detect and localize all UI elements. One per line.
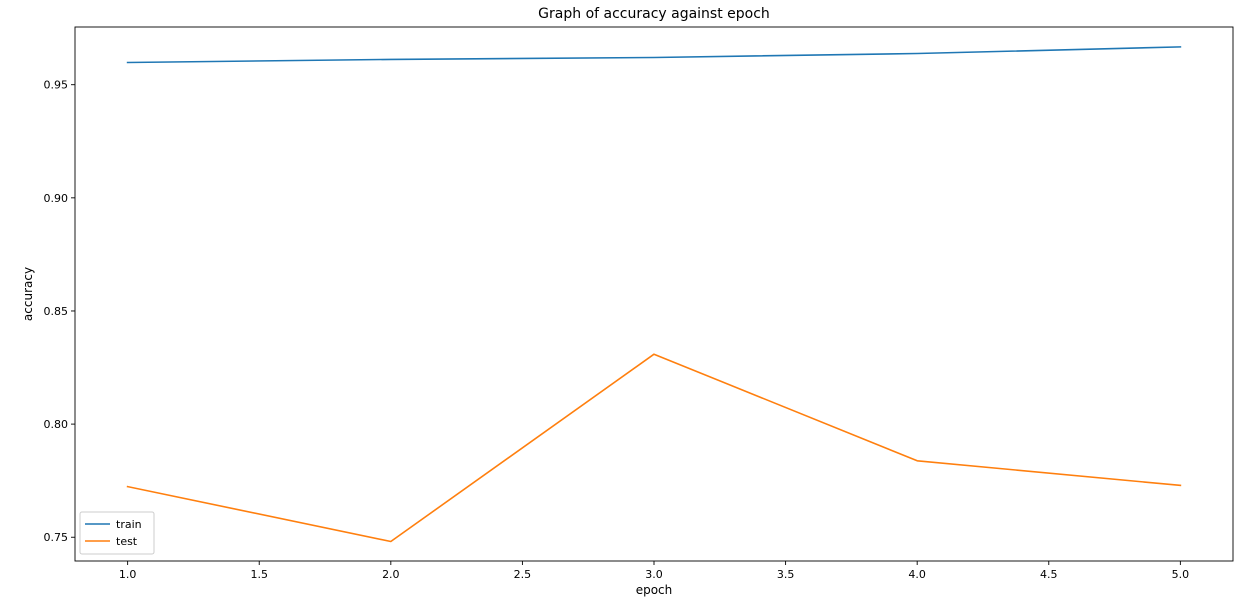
y-tick-label: 0.95 [44,79,69,92]
y-tick-label: 0.80 [44,418,69,431]
series-line-train [126,46,1182,64]
data-point-train-5 [1179,46,1181,48]
y-tick-label: 0.85 [44,305,69,318]
plot-frame [74,26,1234,562]
data-point-train-3 [653,57,655,59]
y-tick-label: 0.75 [44,531,69,544]
data-point-test-2 [390,541,392,543]
x-tick-label: 1.0 [119,568,137,581]
data-point-train-2 [390,58,392,60]
x-tick-label: 1.5 [250,568,268,581]
data-point-test-5 [1179,484,1181,486]
y-tick-label: 0.90 [44,192,69,205]
data-point-train-4 [916,52,918,54]
x-axis-label: epoch [636,583,673,597]
x-tick-label: 5.0 [1172,568,1190,581]
data-point-train-1 [127,62,129,64]
data-point-test-3 [653,353,655,355]
x-tick-label: 3.5 [777,568,795,581]
data-point-test-1 [127,486,129,488]
x-tick-label: 2.0 [382,568,400,581]
legend-label-train: train [116,518,142,531]
legend-label-test: test [116,535,138,548]
x-tick-label: 2.5 [514,568,532,581]
series-line-test [126,353,1182,543]
x-tick-label: 3.0 [645,568,663,581]
x-tick-label: 4.5 [1040,568,1058,581]
chart-title: Graph of accuracy against epoch [538,6,770,22]
plot-area: 1.0 1.5 2.0 2.5 3.0 3.5 4.0 4.5 5.0 0.75 0.80 0.85 0… [44,26,1234,581]
x-tick-label: 4.0 [908,568,926,581]
data-point-test-4 [916,460,918,462]
y-axis-label: accuracy [21,267,35,321]
legend-box [79,511,155,555]
